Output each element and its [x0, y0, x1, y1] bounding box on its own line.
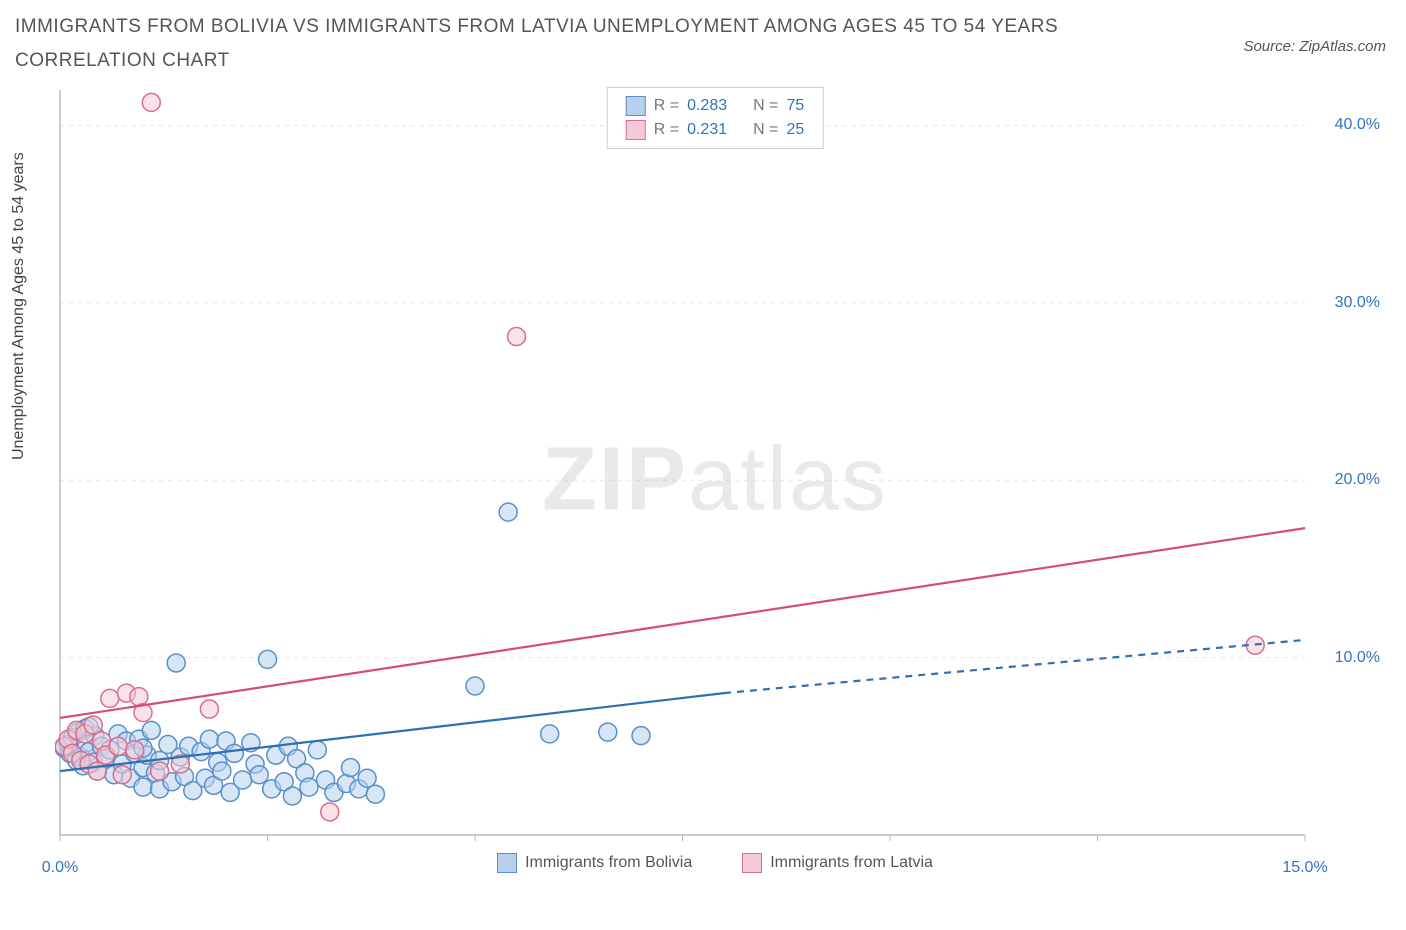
page-root: IMMIGRANTS FROM BOLIVIA VS IMMIGRANTS FR… [0, 0, 1406, 930]
y-tick-label: 40.0% [1335, 116, 1380, 134]
y-tick-label: 30.0% [1335, 294, 1380, 312]
swatch-bolivia [497, 853, 517, 873]
stats-row-bolivia: R = 0.283 N = 75 [626, 94, 805, 118]
scatter-plot [55, 85, 1375, 875]
legend-item-bolivia: Immigrants from Bolivia [497, 853, 692, 873]
source-label: Source: ZipAtlas.com [1243, 38, 1386, 55]
chart-area: ZIPatlas R = 0.283 N = 75 R = 0.231 N = … [55, 85, 1375, 875]
legend-bottom: Immigrants from Bolivia Immigrants from … [55, 853, 1375, 873]
stat-r-bolivia: 0.283 [687, 97, 727, 115]
swatch-latvia [742, 853, 762, 873]
legend-label-bolivia: Immigrants from Bolivia [525, 854, 692, 872]
stat-n-latvia: 25 [786, 121, 804, 139]
stat-n-bolivia: 75 [786, 97, 804, 115]
stats-row-latvia: R = 0.231 N = 25 [626, 118, 805, 142]
stat-label: R = [654, 121, 679, 139]
stat-r-latvia: 0.231 [687, 121, 727, 139]
stats-legend-box: R = 0.283 N = 75 R = 0.231 N = 25 [607, 87, 824, 149]
stat-label: N = [753, 121, 778, 139]
y-tick-label: 20.0% [1335, 471, 1380, 489]
chart-title: IMMIGRANTS FROM BOLIVIA VS IMMIGRANTS FR… [15, 10, 1115, 78]
legend-item-latvia: Immigrants from Latvia [742, 853, 933, 873]
swatch-latvia [626, 120, 646, 140]
swatch-bolivia [626, 96, 646, 116]
stat-label: N = [753, 97, 778, 115]
legend-label-latvia: Immigrants from Latvia [770, 854, 933, 872]
y-axis-label: Unemployment Among Ages 45 to 54 years [10, 152, 28, 460]
stat-label: R = [654, 97, 679, 115]
y-tick-label: 10.0% [1335, 649, 1380, 667]
